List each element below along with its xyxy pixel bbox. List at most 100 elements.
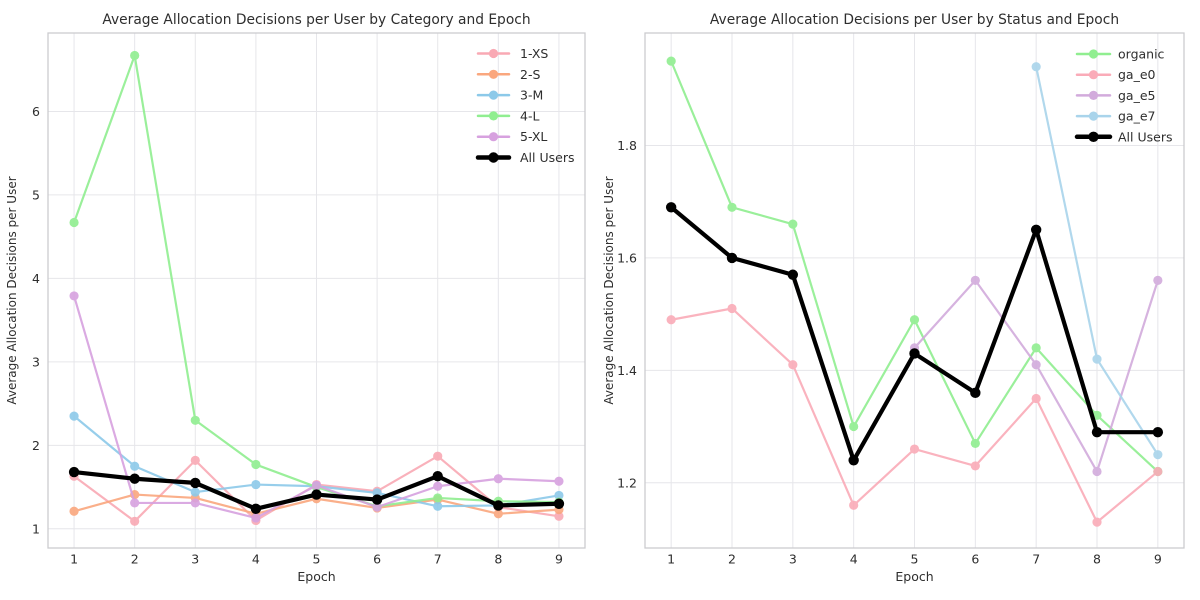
- data-point-marker: [1153, 275, 1163, 285]
- data-point-marker: [250, 503, 262, 514]
- x-axis-label: Epoch: [895, 569, 933, 584]
- legend-item-All Users: All Users: [475, 150, 574, 165]
- legend-item-1-XS: 1-XS: [476, 46, 548, 61]
- legend-marker: [1088, 131, 1099, 142]
- data-point-marker: [493, 474, 503, 484]
- data-point-marker: [190, 477, 201, 489]
- plot-border: [47, 32, 586, 549]
- x-tick-label: 6: [971, 552, 979, 567]
- legend-label: 4-L: [520, 108, 539, 123]
- y-tick-label: 2: [32, 438, 40, 453]
- data-point-marker: [69, 217, 79, 228]
- x-tick-label: 8: [1093, 552, 1101, 567]
- data-point-marker: [1092, 466, 1102, 477]
- data-point-marker: [251, 513, 261, 523]
- data-point-marker: [130, 516, 140, 526]
- x-tick-label: 8: [494, 552, 502, 567]
- legend: organic ga_e0 ga_e5 ga_e7 All Users: [1074, 47, 1172, 144]
- x-tick-label: 4: [252, 552, 260, 567]
- x-tick-label: 5: [911, 552, 919, 567]
- x-tick-label: 7: [434, 552, 442, 567]
- chart-title: Average Allocation Decisions per User by…: [710, 12, 1119, 28]
- x-axis-label: Epoch: [297, 569, 335, 584]
- data-point-marker: [970, 387, 981, 399]
- data-point-marker: [1030, 224, 1042, 235]
- y-tick-label: 1.2: [617, 475, 637, 490]
- legend-marker: [1088, 90, 1099, 100]
- legend-item-4-L: 4-L: [476, 108, 539, 123]
- data-point-marker: [666, 56, 676, 66]
- legend-marker: [1088, 49, 1099, 59]
- chart-title: Average Allocation Decisions per User by…: [102, 12, 530, 28]
- y-tick-label: 4: [32, 271, 40, 286]
- data-point-marker: [69, 291, 79, 301]
- plot-border: [644, 32, 1185, 549]
- x-tick-label: 1: [667, 552, 675, 567]
- y-axis-ticks: 1 2 3 4 5 6: [32, 104, 40, 536]
- data-point-marker: [666, 315, 676, 325]
- data-point-marker: [727, 303, 737, 314]
- data-point-marker: [665, 202, 677, 213]
- data-point-marker: [493, 500, 504, 511]
- data-point-marker: [68, 466, 80, 478]
- data-point-marker: [727, 202, 737, 212]
- legend-label: 2-S: [520, 67, 540, 82]
- y-tick-label: 1.6: [617, 250, 637, 265]
- legend-item-5-XL: 5-XL: [476, 129, 547, 144]
- data-point-marker: [190, 487, 200, 497]
- data-point-marker: [1153, 466, 1163, 477]
- y-tick-label: 1: [32, 521, 40, 536]
- x-axis-ticks: 1 2 3 4 5 6 7 8 9: [70, 552, 563, 567]
- legend-marker: [488, 90, 499, 100]
- data-point-marker: [1031, 360, 1041, 370]
- data-point-marker: [251, 479, 261, 490]
- x-tick-label: 5: [313, 552, 321, 567]
- data-point-marker: [433, 501, 443, 511]
- legend-item-ga_e7: ga_e7: [1075, 109, 1156, 124]
- data-point-marker: [554, 476, 564, 486]
- legend-marker: [1088, 70, 1099, 80]
- y-axis-ticks: 1.2 1.4 1.6 1.8: [617, 138, 637, 490]
- data-point-marker: [554, 490, 564, 501]
- data-point-marker: [372, 502, 382, 512]
- data-point-marker: [130, 50, 140, 61]
- data-point-marker: [130, 498, 140, 508]
- gridlines: [645, 33, 1184, 548]
- x-tick-label: 9: [555, 552, 563, 567]
- legend-item-organic: organic: [1075, 47, 1165, 62]
- data-point-marker: [1031, 343, 1041, 353]
- series-5-XL: [69, 291, 564, 523]
- data-point-marker: [433, 493, 443, 503]
- data-point-marker: [1092, 354, 1102, 364]
- data-point-marker: [433, 451, 443, 461]
- x-tick-label: 9: [1154, 552, 1162, 567]
- data-point-marker: [190, 415, 200, 425]
- data-point-marker: [130, 461, 140, 471]
- data-point-marker: [909, 315, 920, 325]
- legend-label: 5-XL: [520, 129, 547, 144]
- data-point-marker: [554, 511, 564, 521]
- data-point-marker: [970, 461, 980, 471]
- x-tick-label: 2: [131, 552, 139, 567]
- y-axis-label: Average Allocation Decisions per User: [5, 176, 19, 404]
- legend-marker: [488, 152, 499, 163]
- category-chart: 1 2 3 4 5 6 1 2 3 4 5 6 7 8 9 Average Allocation Decisi…: [5, 12, 586, 584]
- series-ga_e5: [909, 275, 1163, 477]
- legend-label: All Users: [520, 150, 574, 165]
- data-point-marker: [1031, 393, 1041, 404]
- y-tick-label: 3: [32, 354, 40, 369]
- data-point-marker: [190, 455, 200, 465]
- y-tick-label: 1.4: [617, 363, 637, 378]
- data-point-marker: [1091, 426, 1103, 438]
- legend-marker: [488, 111, 499, 121]
- x-tick-label: 2: [728, 552, 736, 567]
- legend-label: ga_e0: [1118, 67, 1156, 82]
- data-point-marker: [849, 500, 859, 510]
- data-point-marker: [788, 360, 798, 370]
- legend-label: organic: [1118, 47, 1165, 62]
- gridlines: [48, 33, 585, 548]
- legend-marker: [488, 69, 499, 79]
- legend-label: ga_e5: [1118, 88, 1156, 103]
